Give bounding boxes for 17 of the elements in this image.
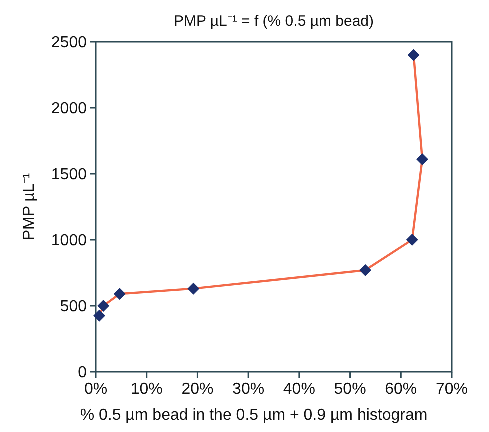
x-tick-label: 60% <box>385 381 418 398</box>
x-axis-title: % 0.5 µm bead in the 0.5 µm + 0.9 µm histogram <box>80 407 428 424</box>
y-tick-label: 1500 <box>51 166 88 184</box>
x-tick-label: 40% <box>283 381 316 398</box>
x-tick-label: 30% <box>232 381 265 398</box>
x-tick-label: 10% <box>130 381 163 398</box>
x-tick-label: 50% <box>334 381 366 398</box>
y-tick-label: 1000 <box>51 232 88 250</box>
y-tick-label: 500 <box>60 298 88 316</box>
x-tick-label: 20% <box>182 381 214 398</box>
y-tick-label: 0 <box>78 364 88 382</box>
y-axis-title: PMP µL⁻¹ <box>21 173 38 241</box>
y-tick-label: 2500 <box>51 34 88 52</box>
chart-title: PMP µL⁻¹ = f (% 0.5 µm bead) <box>174 13 374 30</box>
x-tick-label: 70% <box>436 381 468 398</box>
x-tick-label: 0% <box>84 381 108 398</box>
y-tick-label: 2000 <box>51 100 88 118</box>
